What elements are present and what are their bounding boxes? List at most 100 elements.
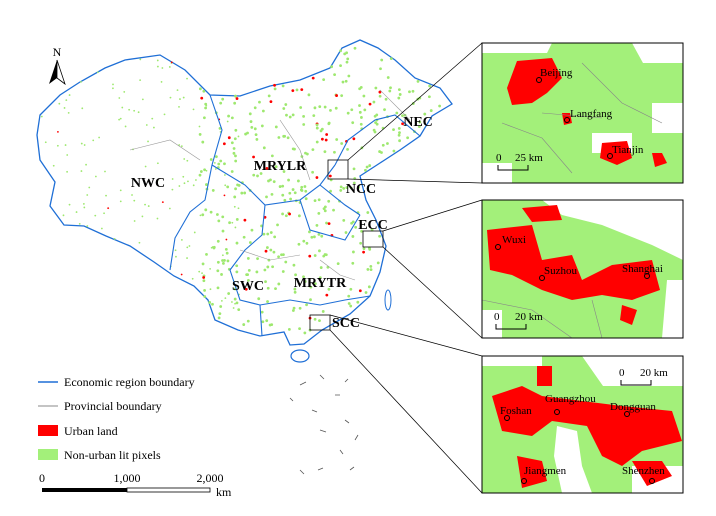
lit-pixel [335, 94, 338, 97]
lit-pixel [284, 214, 288, 218]
region-label: SWC [232, 279, 264, 294]
lit-pixel [287, 327, 291, 331]
lit-pixel [216, 260, 220, 264]
legend-symbol [38, 449, 58, 460]
lit-pixel [112, 87, 114, 90]
lit-pixel [271, 265, 274, 269]
provincial-boundary [379, 89, 411, 121]
lit-pixel [374, 86, 378, 90]
lit-pixel [151, 117, 154, 120]
lit-pixel [269, 100, 273, 104]
lit-pixel [303, 280, 307, 283]
lit-pixel [233, 297, 237, 301]
lit-pixel [163, 113, 166, 116]
lit-pixel [224, 174, 226, 176]
lit-pixel [94, 214, 97, 217]
lit-pixel [205, 183, 208, 186]
lit-pixel [315, 123, 319, 127]
lit-pixel [352, 137, 356, 141]
lit-pixel [323, 150, 327, 154]
lit-pixel [362, 247, 366, 250]
lit-pixel [261, 109, 265, 113]
lit-pixel [376, 261, 380, 265]
lit-pixel [253, 106, 257, 110]
city-point [644, 273, 650, 279]
lit-pixel [345, 60, 349, 64]
leader-line [347, 178, 483, 184]
lit-pixel [284, 103, 288, 106]
lit-pixel [347, 302, 351, 305]
lit-pixel [340, 94, 344, 98]
lit-pixel [183, 182, 186, 185]
lit-pixel [318, 319, 321, 323]
lit-pixel [345, 186, 349, 189]
lit-pixel [289, 197, 293, 201]
lit-pixel [247, 268, 251, 272]
lit-pixel [187, 180, 189, 183]
lit-pixel [88, 186, 91, 189]
lit-pixel [368, 164, 372, 167]
lit-pixel [321, 310, 325, 313]
lit-pixel [202, 89, 206, 93]
lit-pixel [360, 116, 363, 119]
lit-pixel [365, 165, 369, 169]
lit-pixel [168, 207, 171, 210]
lit-pixel [283, 198, 287, 202]
lit-pixel [202, 116, 206, 120]
lit-pixel [340, 142, 344, 145]
city-point [564, 117, 570, 123]
lit-pixel [366, 268, 370, 271]
lit-pixel [380, 58, 384, 62]
lit-pixel [119, 189, 122, 192]
lit-pixel [231, 301, 233, 303]
lit-pixel [313, 254, 317, 257]
city-point [607, 153, 613, 159]
lit-pixel [144, 203, 146, 206]
lit-pixel [343, 52, 347, 56]
lit-pixel [328, 174, 332, 178]
lit-pixel [369, 264, 373, 268]
lit-pixel [168, 66, 171, 68]
lit-pixel [178, 105, 180, 108]
lit-pixel [237, 207, 240, 210]
lit-pixel [309, 285, 313, 289]
lit-pixel [94, 175, 97, 178]
lit-pixel [311, 170, 315, 174]
lit-pixel [183, 158, 186, 160]
lit-pixel [248, 112, 252, 116]
lit-pixel [80, 170, 83, 172]
lit-pixel [123, 91, 126, 93]
zoom-box [327, 159, 349, 180]
region-label: ECC [358, 218, 388, 233]
lit-pixel [64, 144, 67, 146]
lit-pixel [67, 112, 70, 114]
lit-pixel [315, 140, 319, 144]
scale-unit: km [216, 485, 232, 499]
lit-pixel [250, 125, 254, 129]
lit-pixel [156, 65, 159, 68]
lit-pixel [226, 259, 230, 263]
lit-pixel [86, 194, 89, 196]
lit-pixel [349, 186, 353, 190]
lit-pixel [335, 138, 339, 141]
lit-pixel [82, 203, 85, 205]
lit-pixel [83, 206, 86, 209]
lit-pixel [186, 246, 189, 249]
inset-frame: Beijing Langfang Tianjin 0 25 km [482, 43, 683, 183]
lit-pixel [219, 305, 223, 308]
lit-pixel [201, 213, 205, 217]
scale-label: 0 [619, 367, 625, 379]
city-point [624, 411, 630, 417]
sea-island-marks [289, 374, 359, 475]
lit-pixel [288, 191, 292, 195]
lit-pixel [322, 78, 326, 82]
lit-pixel [281, 212, 284, 216]
city-point [554, 409, 560, 415]
lit-pixel [320, 137, 324, 141]
lit-pixel [156, 217, 159, 220]
lit-pixel [191, 277, 194, 280]
lit-pixel [375, 122, 379, 126]
lit-pixel [267, 94, 271, 98]
north-arrow [49, 60, 57, 84]
lit-pixel [300, 88, 304, 92]
